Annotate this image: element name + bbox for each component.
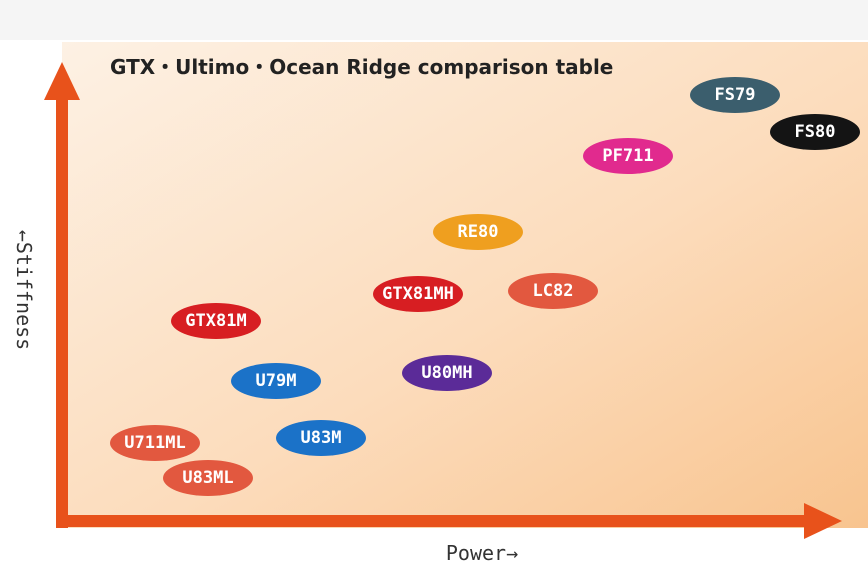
node-ellipse bbox=[433, 214, 523, 250]
node-label: PF711 bbox=[602, 146, 653, 166]
nodes: FS79 FS80 PF711 RE80 GTX81MH LC82 GTX81M U79M U8… bbox=[110, 77, 860, 496]
node-ellipse bbox=[163, 460, 253, 496]
node-label: GTX81M bbox=[185, 311, 246, 331]
node-ellipse bbox=[373, 276, 463, 312]
node-label: U83M bbox=[301, 428, 342, 448]
node-label: GTX81MH bbox=[382, 284, 454, 304]
node-ellipse bbox=[276, 420, 366, 456]
node-ellipse bbox=[171, 303, 261, 339]
node-label: U80MH bbox=[421, 363, 472, 383]
node-label: U79M bbox=[256, 371, 297, 391]
top-strip bbox=[0, 0, 868, 40]
node-label: RE80 bbox=[458, 222, 499, 242]
node-ellipse bbox=[583, 138, 673, 174]
node-label: LC82 bbox=[533, 281, 574, 301]
node-label: FS80 bbox=[795, 122, 836, 142]
node-label: FS79 bbox=[715, 85, 756, 105]
x-arrow bbox=[804, 503, 842, 539]
x-axis-label: Power→ bbox=[446, 541, 518, 565]
node-label: U711ML bbox=[124, 433, 185, 453]
title: GTX・Ultimo・Ocean Ridge comparison table bbox=[110, 55, 613, 79]
node-label: U83ML bbox=[182, 468, 233, 488]
node-ellipse bbox=[231, 363, 321, 399]
node-ellipse bbox=[110, 425, 200, 461]
y-axis-label: ←Stiffness bbox=[12, 230, 36, 350]
node-ellipse bbox=[402, 355, 492, 391]
node-ellipse bbox=[690, 77, 780, 113]
node-ellipse bbox=[508, 273, 598, 309]
node-ellipse bbox=[770, 114, 860, 150]
y-arrow bbox=[44, 62, 80, 100]
